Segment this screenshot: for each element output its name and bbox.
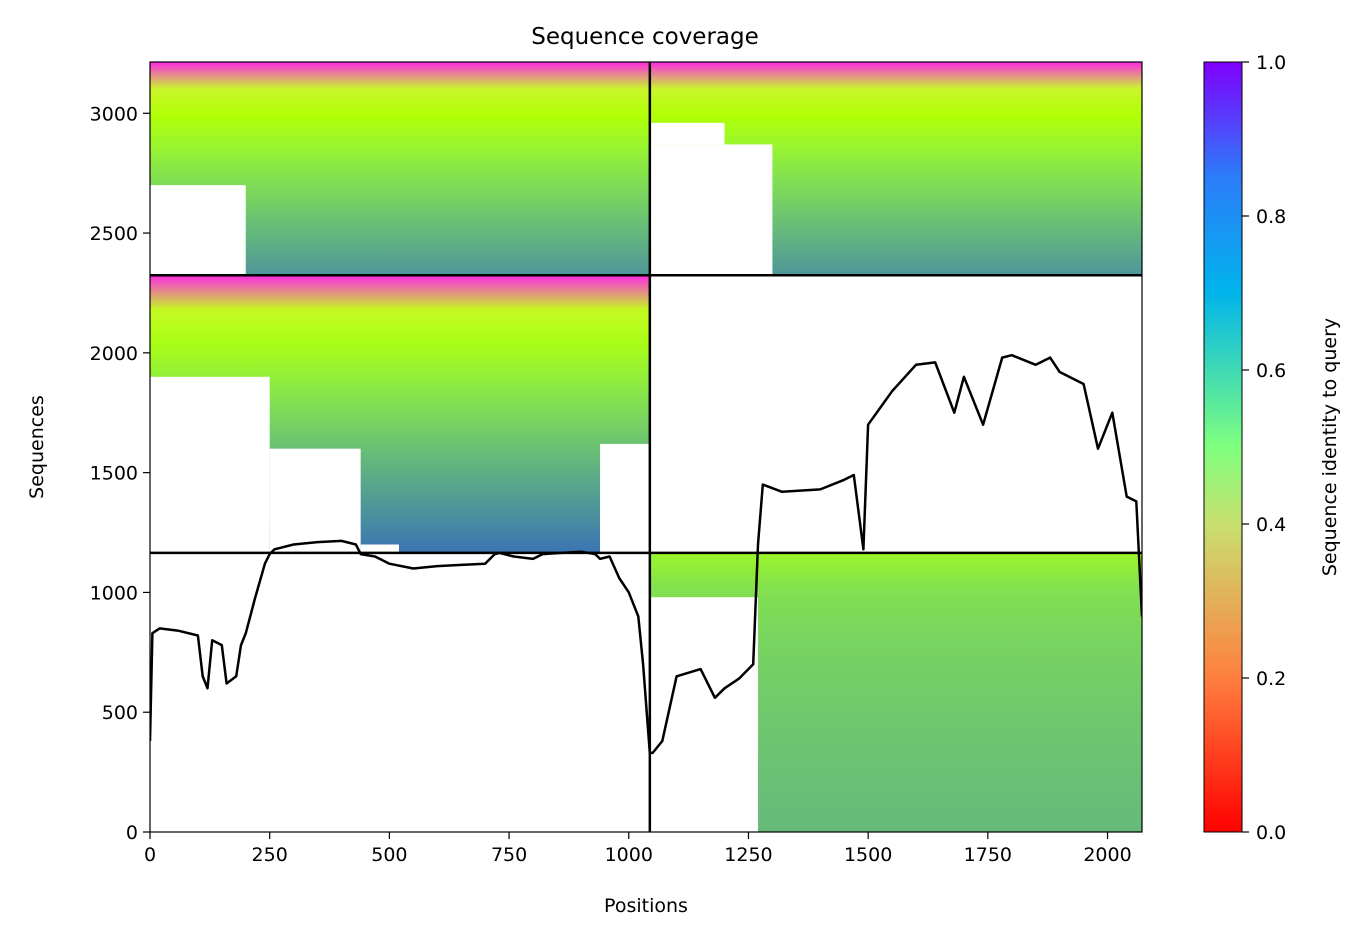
coverage-blocks (150, 62, 1142, 832)
y-tick-label: 3000 (90, 103, 138, 125)
colorbar-label: Sequence identity to query (1319, 318, 1341, 576)
gap-region (269, 448, 361, 553)
y-tick-label: 0 (126, 822, 138, 844)
x-axis: 0 250 500 750 1000 1250 1500 1750 2000 (144, 832, 1132, 866)
x-tick-label: 1000 (605, 844, 653, 866)
colorbar-tick-label: 0.2 (1256, 668, 1286, 690)
colorbar-tick-label: 0.8 (1256, 206, 1286, 228)
x-tick-label: 1250 (724, 844, 772, 866)
x-tick-label: 2000 (1083, 844, 1131, 866)
gap-region (600, 443, 650, 553)
colorbar: 0.0 0.2 0.4 0.6 0.8 1.0 Sequence identity to … (1203, 52, 1341, 844)
panel-dividers (150, 62, 1142, 832)
y-tick-label: 500 (102, 702, 138, 724)
gap-region (649, 144, 773, 276)
x-tick-label: 1750 (964, 844, 1012, 866)
x-tick-label: 0 (144, 844, 156, 866)
chart-title: Sequence coverage (531, 24, 759, 50)
coverage-line (150, 353, 1142, 755)
colorbar-gradient (1203, 61, 1243, 833)
gap-region (649, 597, 759, 832)
x-tick-label: 750 (491, 844, 527, 866)
colorbar-tick-label: 0.6 (1256, 360, 1286, 382)
y-tick-label: 2000 (90, 343, 138, 365)
x-axis-label: Positions (604, 895, 688, 917)
x-tick-label: 1500 (844, 844, 892, 866)
plot-frame (149, 61, 1143, 833)
colorbar-ticks: 0.0 0.2 0.4 0.6 0.8 1.0 (1242, 52, 1286, 844)
coverage-line-layer (150, 353, 1142, 755)
gap-region (150, 185, 246, 276)
y-axis-label: Sequences (26, 395, 48, 499)
y-tick-label: 1000 (90, 582, 138, 604)
x-tick-label: 500 (371, 844, 407, 866)
gap-region (649, 122, 725, 145)
gap-region (360, 544, 399, 553)
colorbar-tick-label: 0.0 (1256, 822, 1286, 844)
y-axis: 0 500 1000 1500 2000 2500 3000 (90, 103, 150, 844)
gap-region (150, 376, 270, 553)
x-tick-label: 250 (252, 844, 288, 866)
colorbar-tick-label: 1.0 (1256, 52, 1286, 74)
y-tick-label: 2500 (90, 223, 138, 245)
colorbar-tick-label: 0.4 (1256, 514, 1286, 536)
y-tick-label: 1500 (90, 463, 138, 485)
